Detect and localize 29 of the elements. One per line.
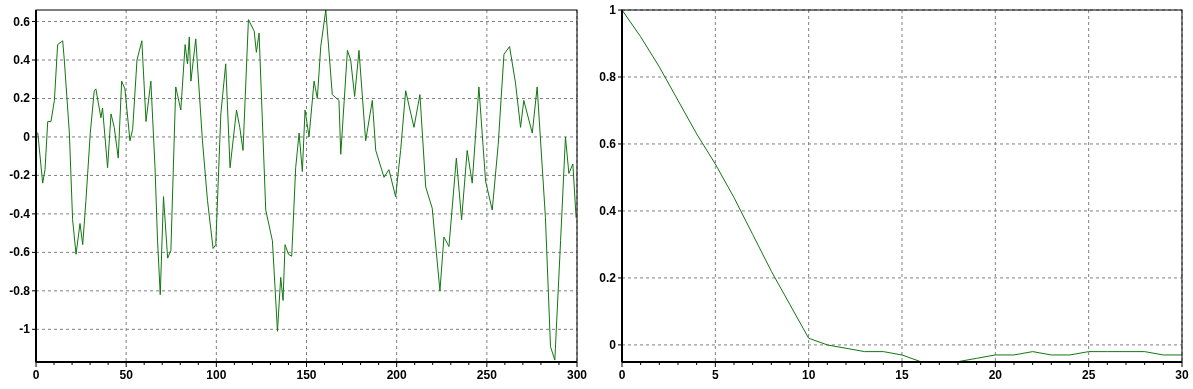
x-tick-label: 10 bbox=[801, 368, 816, 382]
x-tick-label: 0 bbox=[32, 368, 40, 382]
y-tick-label: -1 bbox=[19, 322, 31, 337]
y-tick-label: 0 bbox=[23, 129, 31, 144]
y-tick-label: 0.2 bbox=[599, 270, 617, 285]
x-tick-label: 15 bbox=[895, 368, 909, 382]
x-tick-label: 100 bbox=[206, 368, 227, 382]
x-tick-label: 150 bbox=[296, 368, 317, 382]
y-tick-label: 0.8 bbox=[599, 69, 617, 84]
y-tick-label: 0.6 bbox=[599, 136, 617, 151]
x-tick-label: 20 bbox=[988, 368, 1003, 382]
y-tick-label: -0.6 bbox=[9, 245, 31, 260]
x-tick-label: 200 bbox=[386, 368, 407, 382]
y-tick-label: 0.4 bbox=[13, 53, 31, 68]
y-tick-label: 1 bbox=[609, 3, 617, 17]
y-tick-label: 0.4 bbox=[599, 203, 617, 218]
y-tick-label: 0.2 bbox=[13, 91, 31, 106]
y-tick-label: -0.8 bbox=[9, 283, 31, 298]
x-tick-label: 30 bbox=[1175, 368, 1189, 382]
y-tick-label: 0 bbox=[609, 337, 617, 352]
x-tick-label: 50 bbox=[119, 368, 134, 382]
y-tick-label: -0.2 bbox=[9, 168, 31, 183]
x-tick-label: 300 bbox=[566, 368, 588, 382]
x-tick-label: 25 bbox=[1081, 368, 1096, 382]
x-tick-label: 0 bbox=[618, 368, 626, 382]
y-tick-label: 0.6 bbox=[13, 14, 31, 29]
y-tick-label: -0.4 bbox=[9, 206, 31, 221]
x-tick-label: 5 bbox=[711, 368, 719, 382]
x-tick-label: 250 bbox=[476, 368, 498, 382]
